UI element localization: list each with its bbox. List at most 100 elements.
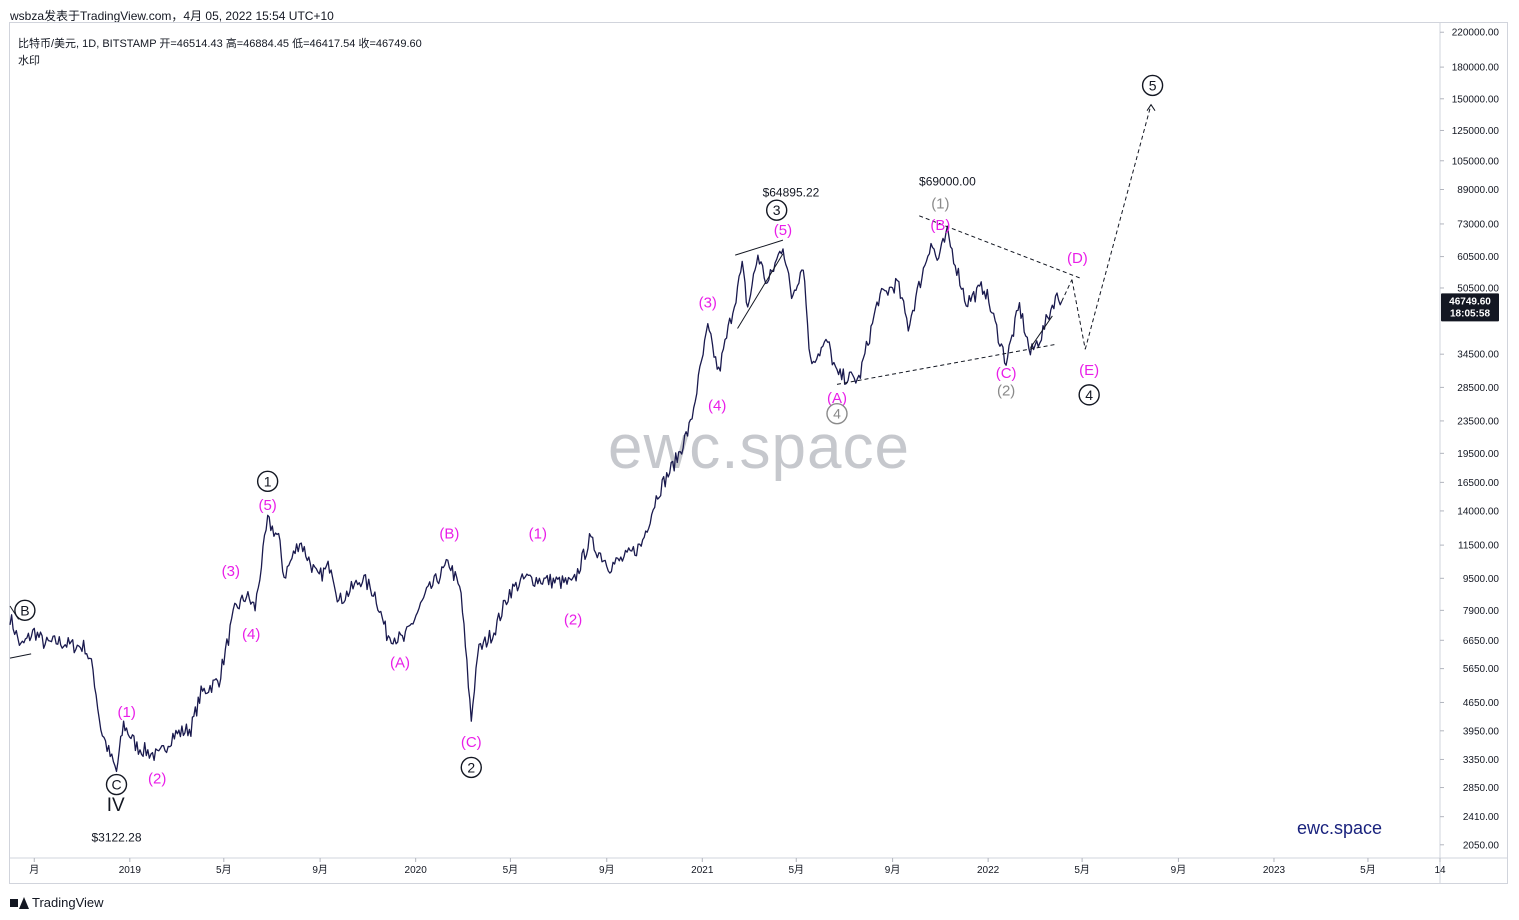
wave-label: (A)	[390, 655, 410, 672]
trendlines	[9, 103, 1156, 659]
wave-label: 3	[773, 202, 781, 218]
footer[interactable]: TradingView	[10, 895, 104, 910]
wave-label: 4	[1085, 387, 1093, 403]
wave-label: 1	[264, 473, 272, 489]
time-tick-label: 14	[1434, 865, 1446, 876]
wave-label: (2)	[564, 611, 582, 628]
wave-label: B	[20, 602, 29, 618]
time-tick-label: 2022	[977, 865, 1000, 876]
wave-label: C	[111, 777, 121, 793]
time-tick-label: 2021	[691, 865, 714, 876]
wave-label: 5	[1149, 77, 1157, 93]
wave-circle	[460, 756, 482, 779]
tradingview-logo-icon	[10, 896, 29, 909]
wave-label: (B)	[439, 525, 459, 542]
wave-label: (4)	[708, 397, 726, 414]
price-tick-label: 16500.00	[1457, 478, 1499, 489]
price-tick-label: 105000.00	[1452, 156, 1500, 167]
wave-circle	[1141, 74, 1164, 97]
wave-circle	[256, 470, 279, 493]
last-price-badge: 46749.60 18:05:58	[1441, 293, 1499, 322]
price-series	[9, 225, 1063, 773]
last-price-badge-bg	[1441, 293, 1499, 322]
wave-label: (C)	[996, 365, 1017, 382]
time-tick-label: 2019	[119, 865, 142, 876]
dashed-trendline	[836, 343, 1056, 385]
price-tick-label: 2850.00	[1463, 783, 1500, 794]
brand-text: ewc.space	[1297, 818, 1383, 838]
price-tick-label: 73000.00	[1457, 219, 1499, 230]
price-label: $3122.28	[91, 831, 141, 845]
time-tick-label: 9月	[1171, 864, 1187, 876]
time-tick-label: 5月	[1360, 864, 1376, 876]
wave-circle	[826, 402, 848, 425]
time-tick-label: 5月	[503, 864, 519, 876]
price-tick-label: 6650.00	[1463, 636, 1500, 647]
tradingview-logo-text: TradingView	[32, 895, 104, 910]
price-tick-label: 60500.00	[1457, 252, 1499, 263]
time-tick-label: 5月	[788, 864, 804, 876]
published-by: wsbza发表于TradingView.com，4月 05, 2022 15:5…	[10, 9, 334, 23]
watermark-text: ewc.space	[608, 413, 910, 482]
symbol-info: 比特币/美元, 1D, BITSTAMP 开=46514.43 高=46884.…	[18, 38, 422, 50]
wave-label: (5)	[258, 497, 276, 514]
price-tick-label: 34500.00	[1457, 350, 1499, 361]
wave-label: (1)	[931, 196, 949, 213]
time-tick-label: 9月	[885, 864, 901, 876]
price-tick-label: 23500.00	[1457, 416, 1499, 427]
wave-label: (2)	[997, 382, 1015, 399]
time-tick-label: 2020	[405, 865, 428, 876]
projection-arrow-icon	[1146, 103, 1156, 111]
time-tick-label: 9月	[312, 864, 328, 876]
wave-label: 4	[833, 406, 841, 422]
trendline	[1030, 315, 1053, 349]
dashed-trendline	[919, 215, 1080, 279]
price-tick-label: 9500.00	[1463, 574, 1500, 585]
price-tick-label: 4650.00	[1463, 698, 1500, 709]
price-tick-label: 50500.00	[1457, 283, 1499, 294]
price-tick-label: 28500.00	[1457, 383, 1499, 394]
wave-label: (1)	[118, 704, 136, 721]
bar-countdown: 18:05:58	[1450, 308, 1490, 319]
time-tick-label: 2023	[1263, 865, 1286, 876]
price-tick-label: 125000.00	[1452, 126, 1500, 137]
time-tick-label: 月	[29, 864, 39, 876]
price-tick-label: 220000.00	[1452, 28, 1500, 39]
wave-label: (4)	[242, 626, 260, 643]
wave-label: (A)	[827, 390, 847, 407]
price-tick-label: 7900.00	[1463, 606, 1500, 617]
price-tick-label: 11500.00	[1458, 541, 1499, 552]
wave-circle	[765, 199, 788, 221]
trendline	[737, 253, 784, 329]
wave-label: (2)	[148, 771, 166, 788]
trendline	[735, 239, 784, 256]
price-tick-label: 5650.00	[1463, 664, 1500, 675]
price-tick-label: 2050.00	[1463, 840, 1500, 851]
wave-label: (B)	[930, 217, 950, 234]
axes: 220000.00 180000.00 150000.00 125000.00 1050…	[10, 23, 1508, 884]
dashed-trendline	[1071, 279, 1086, 350]
wave-labels: B C IV (1) (2) (3) (4) (5) 1 (A) (B) (C) 2 (1) (2) (3) (…	[14, 74, 1164, 845]
watermark-toggle-label[interactable]: 水印	[18, 55, 40, 67]
wave-label: (C)	[461, 734, 482, 751]
price-tick-label: 14000.00	[1457, 506, 1499, 517]
wave-label: (D)	[1067, 250, 1088, 267]
price-tick-label: 3350.00	[1463, 755, 1500, 766]
price-line	[9, 225, 1063, 773]
time-tick-label: 5月	[1074, 864, 1090, 876]
wave-label: 2	[467, 759, 475, 775]
price-tick-label: 3950.00	[1463, 726, 1500, 737]
price-tick-label: 150000.00	[1452, 94, 1500, 105]
wave-circle	[105, 773, 128, 796]
price-label: $69000.00	[919, 175, 976, 189]
chart-frame[interactable]	[9, 22, 1508, 884]
trendline	[9, 653, 32, 659]
wave-circle	[14, 599, 36, 622]
wave-label: (3)	[222, 563, 240, 580]
wave-label: (3)	[699, 294, 717, 311]
price-tick-label: 89000.00	[1457, 185, 1499, 196]
wave-circle	[1078, 384, 1100, 406]
price-tick-label: 19500.00	[1457, 449, 1499, 460]
price-tick-label: 2410.00	[1463, 812, 1500, 823]
